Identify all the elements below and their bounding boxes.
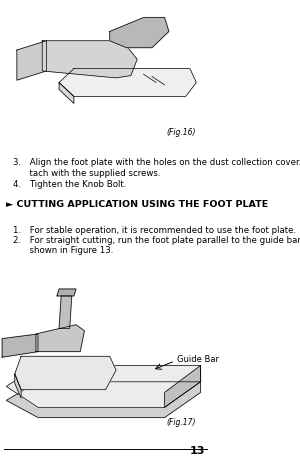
Polygon shape (6, 382, 200, 418)
Polygon shape (15, 357, 116, 390)
Polygon shape (17, 42, 46, 81)
Text: shown in Figure 13.: shown in Figure 13. (13, 245, 113, 254)
Polygon shape (59, 69, 196, 97)
Polygon shape (15, 374, 21, 398)
Polygon shape (36, 325, 84, 352)
Polygon shape (57, 289, 76, 296)
Text: Guide Bar: Guide Bar (177, 354, 219, 363)
Polygon shape (165, 366, 200, 407)
Polygon shape (2, 334, 38, 357)
Text: ► CUTTING APPLICATION USING THE FOOT PLATE: ► CUTTING APPLICATION USING THE FOOT PLA… (6, 200, 268, 209)
Text: tach with the supplied screws.: tach with the supplied screws. (13, 169, 160, 178)
Text: (Fig.16): (Fig.16) (167, 127, 196, 136)
Polygon shape (6, 366, 200, 407)
Text: 1. For stable operation, it is recommended to use the foot plate.: 1. For stable operation, it is recommend… (13, 225, 296, 234)
Text: 13: 13 (189, 444, 205, 455)
Polygon shape (110, 19, 169, 49)
Polygon shape (59, 83, 74, 104)
Text: 3. Align the foot plate with the holes on the dust collection cover.  At-: 3. Align the foot plate with the holes o… (13, 157, 300, 166)
Text: 2. For straight cutting, run the foot plate parallel to the guide bars, as: 2. For straight cutting, run the foot pl… (13, 235, 300, 244)
Polygon shape (59, 296, 72, 329)
Text: (Fig.17): (Fig.17) (167, 417, 196, 425)
Polygon shape (42, 42, 137, 79)
Text: 4. Tighten the Knob Bolt.: 4. Tighten the Knob Bolt. (13, 180, 126, 188)
